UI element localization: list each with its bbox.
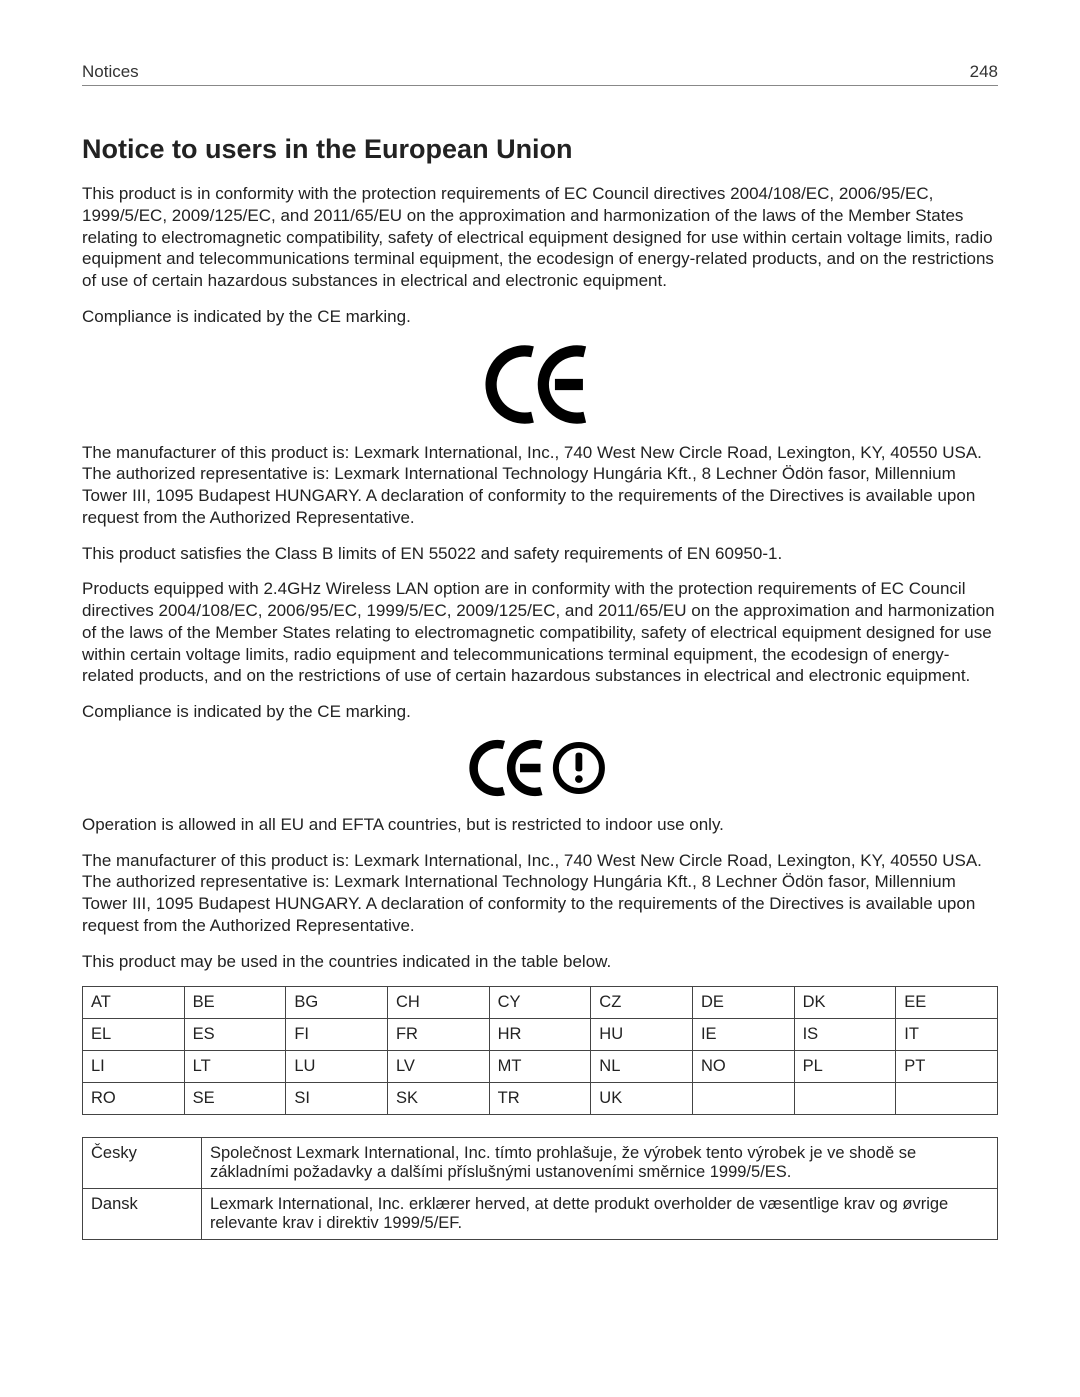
paragraph-5: Products equipped with 2.4GHz Wireless L… — [82, 578, 998, 687]
country-cell: PT — [896, 1051, 998, 1083]
table-row: ATBEBGCHCYCZDEDKEE — [83, 987, 998, 1019]
language-name-cell: Česky — [83, 1138, 202, 1189]
language-declaration-cell: Společnost Lexmark International, Inc. t… — [201, 1138, 997, 1189]
ce-alert-mark-icon — [82, 737, 998, 804]
document-page: Notices 248 Notice to users in the Europ… — [0, 0, 1080, 1332]
country-cell: DK — [794, 987, 896, 1019]
paragraph-1: This product is in conformity with the p… — [82, 183, 998, 292]
country-cell: HR — [489, 1019, 591, 1051]
country-cell: FI — [286, 1019, 388, 1051]
country-cell: BG — [286, 987, 388, 1019]
paragraph-3: The manufacturer of this product is: Lex… — [82, 442, 998, 529]
country-cell: EE — [896, 987, 998, 1019]
country-cell: SI — [286, 1083, 388, 1115]
country-cell: LV — [387, 1051, 489, 1083]
language-declaration-cell: Lexmark International, Inc. erklærer her… — [201, 1189, 997, 1240]
country-cell: RO — [83, 1083, 185, 1115]
country-cell: DE — [692, 987, 794, 1019]
country-cell: IT — [896, 1019, 998, 1051]
ce-mark-icon — [82, 342, 998, 432]
table-row: DanskLexmark International, Inc. erklære… — [83, 1189, 998, 1240]
language-declaration-table: ČeskySpolečnost Lexmark International, I… — [82, 1137, 998, 1240]
country-cell: UK — [591, 1083, 693, 1115]
country-cell: ES — [184, 1019, 286, 1051]
paragraph-2: Compliance is indicated by the CE markin… — [82, 306, 998, 328]
country-cell: LU — [286, 1051, 388, 1083]
paragraph-9: This product may be used in the countrie… — [82, 951, 998, 973]
country-cell: EL — [83, 1019, 185, 1051]
table-row: LILTLULVMTNLNOPLPT — [83, 1051, 998, 1083]
country-cell: FR — [387, 1019, 489, 1051]
page-title: Notice to users in the European Union — [82, 134, 998, 165]
paragraph-6: Compliance is indicated by the CE markin… — [82, 701, 998, 723]
country-cell: AT — [83, 987, 185, 1019]
country-cell — [896, 1083, 998, 1115]
table-row: ČeskySpolečnost Lexmark International, I… — [83, 1138, 998, 1189]
country-table: ATBEBGCHCYCZDEDKEEELESFIFRHRHUIEISITLILT… — [82, 986, 998, 1115]
table-row: ELESFIFRHRHUIEISIT — [83, 1019, 998, 1051]
paragraph-8: The manufacturer of this product is: Lex… — [82, 850, 998, 937]
country-cell: NO — [692, 1051, 794, 1083]
country-cell: TR — [489, 1083, 591, 1115]
country-cell: NL — [591, 1051, 693, 1083]
paragraph-4: This product satisfies the Class B limit… — [82, 543, 998, 565]
country-cell: MT — [489, 1051, 591, 1083]
country-cell — [692, 1083, 794, 1115]
header-page-number: 248 — [970, 62, 998, 82]
language-name-cell: Dansk — [83, 1189, 202, 1240]
country-cell: BE — [184, 987, 286, 1019]
paragraph-7: Operation is allowed in all EU and EFTA … — [82, 814, 998, 836]
page-header: Notices 248 — [82, 62, 998, 86]
country-cell: SK — [387, 1083, 489, 1115]
country-cell: PL — [794, 1051, 896, 1083]
country-cell — [794, 1083, 896, 1115]
country-cell: LT — [184, 1051, 286, 1083]
country-cell: IE — [692, 1019, 794, 1051]
country-cell: CH — [387, 987, 489, 1019]
header-section: Notices — [82, 62, 139, 82]
table-row: ROSESISKTRUK — [83, 1083, 998, 1115]
country-cell: CZ — [591, 987, 693, 1019]
country-cell: IS — [794, 1019, 896, 1051]
country-cell: LI — [83, 1051, 185, 1083]
country-cell: CY — [489, 987, 591, 1019]
country-cell: SE — [184, 1083, 286, 1115]
country-cell: HU — [591, 1019, 693, 1051]
